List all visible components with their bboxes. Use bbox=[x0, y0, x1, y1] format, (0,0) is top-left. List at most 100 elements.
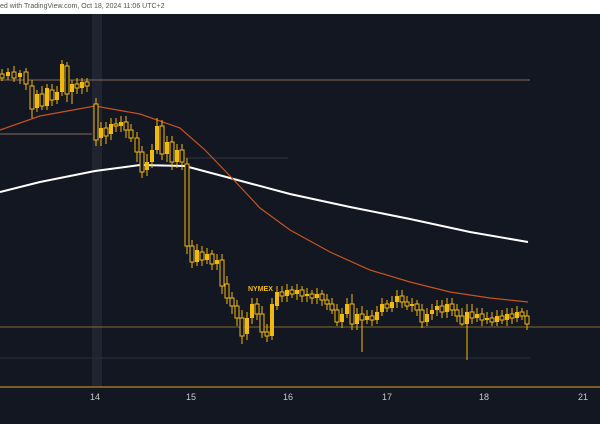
candle bbox=[524, 310, 530, 330]
candle bbox=[11, 66, 17, 82]
candle bbox=[465, 304, 469, 360]
candle bbox=[459, 308, 465, 326]
candle bbox=[0, 69, 5, 81]
candle bbox=[359, 306, 365, 352]
candle bbox=[139, 146, 145, 178]
candle bbox=[329, 298, 335, 314]
x-tick-label: 17 bbox=[382, 392, 392, 402]
header-text: ed with TradingView.com, Oct 18, 2024 11… bbox=[0, 3, 165, 10]
candle bbox=[499, 310, 505, 324]
candle bbox=[150, 144, 154, 168]
candle bbox=[155, 118, 159, 154]
candle bbox=[319, 290, 325, 306]
candle bbox=[113, 118, 119, 132]
candle bbox=[489, 312, 495, 326]
candle bbox=[80, 78, 84, 94]
candle bbox=[250, 298, 254, 324]
candle bbox=[123, 116, 129, 138]
candle bbox=[169, 136, 175, 170]
x-tick-label: 16 bbox=[283, 392, 293, 402]
selected-day-band bbox=[92, 14, 102, 386]
candle bbox=[70, 80, 74, 104]
candle bbox=[395, 290, 399, 308]
candle bbox=[245, 312, 249, 340]
candle bbox=[209, 250, 215, 270]
candle bbox=[184, 158, 190, 254]
candle bbox=[23, 68, 29, 90]
candle bbox=[119, 116, 123, 132]
candle bbox=[519, 308, 525, 320]
candle bbox=[509, 308, 515, 324]
candle bbox=[199, 246, 205, 266]
candle bbox=[229, 292, 235, 314]
candle bbox=[495, 310, 499, 326]
candle bbox=[295, 284, 299, 300]
candle bbox=[410, 298, 414, 312]
candle bbox=[55, 86, 59, 104]
candle bbox=[195, 244, 199, 266]
candle bbox=[29, 80, 35, 118]
candle bbox=[74, 78, 80, 94]
x-tick-label: 15 bbox=[186, 392, 196, 402]
slow-moving-average-line bbox=[0, 163, 529, 243]
candle bbox=[165, 136, 169, 162]
candle bbox=[175, 144, 179, 168]
candle bbox=[224, 276, 230, 304]
fast-moving-average-line bbox=[0, 105, 529, 303]
candle bbox=[324, 294, 330, 310]
x-tick-label: 18 bbox=[479, 392, 489, 402]
candle bbox=[259, 306, 265, 338]
candle bbox=[45, 84, 49, 110]
candle bbox=[505, 308, 509, 326]
candle bbox=[334, 304, 340, 326]
candle bbox=[6, 68, 10, 80]
candle bbox=[414, 300, 420, 316]
candle bbox=[205, 248, 209, 264]
candle bbox=[315, 288, 319, 304]
candle bbox=[219, 254, 225, 294]
candle bbox=[49, 84, 55, 106]
candle bbox=[390, 296, 394, 312]
candle bbox=[254, 298, 260, 320]
candle bbox=[365, 310, 369, 324]
candle bbox=[469, 304, 475, 324]
candle bbox=[340, 308, 344, 328]
candle bbox=[285, 284, 289, 302]
candle bbox=[103, 122, 109, 144]
candle bbox=[128, 124, 134, 142]
candle bbox=[435, 300, 439, 316]
candle bbox=[109, 118, 113, 140]
candle bbox=[179, 144, 185, 170]
candle bbox=[159, 120, 165, 160]
candle bbox=[345, 298, 349, 318]
candle bbox=[270, 298, 274, 340]
symbol-label: NYMEX bbox=[248, 286, 273, 293]
candle bbox=[384, 300, 390, 312]
price-chart[interactable]: 14 15 16 17 18 21 NYMEX bbox=[0, 14, 600, 424]
candle bbox=[189, 240, 195, 268]
candle bbox=[279, 286, 285, 302]
candle bbox=[299, 286, 305, 302]
candle bbox=[399, 290, 405, 308]
candle bbox=[84, 78, 90, 92]
x-tick-label: 14 bbox=[90, 392, 100, 402]
candle bbox=[289, 286, 295, 298]
candle bbox=[369, 310, 375, 326]
x-tick-label: 21 bbox=[578, 392, 588, 402]
candle bbox=[309, 290, 315, 304]
candle bbox=[145, 154, 149, 176]
candle bbox=[419, 304, 425, 328]
candle bbox=[439, 300, 445, 318]
candle bbox=[425, 308, 429, 326]
candle bbox=[449, 298, 455, 316]
candle bbox=[380, 298, 384, 316]
candle bbox=[355, 308, 359, 330]
candle bbox=[234, 300, 240, 326]
candle bbox=[39, 86, 45, 110]
candle bbox=[305, 288, 309, 302]
candle bbox=[215, 254, 219, 270]
candle bbox=[475, 308, 479, 322]
header-strip: ed with TradingView.com, Oct 18, 2024 11… bbox=[0, 0, 600, 14]
candle bbox=[264, 324, 270, 342]
candle bbox=[275, 286, 279, 310]
